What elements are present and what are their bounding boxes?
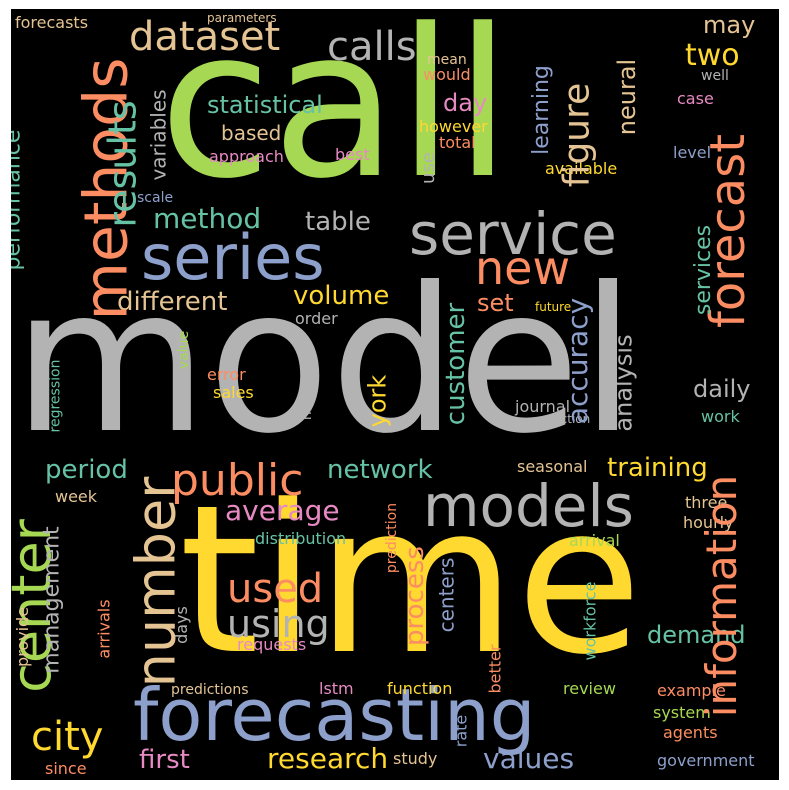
word-hourly: hourly xyxy=(683,513,734,532)
word-period: period xyxy=(45,455,128,485)
word-study: study xyxy=(393,749,438,768)
word-figure: figure xyxy=(556,82,598,188)
word-city: city xyxy=(31,714,104,760)
word-network: network xyxy=(327,455,433,485)
word-using: using xyxy=(227,602,330,646)
word-cloud: model call time forecasting service seri… xyxy=(11,9,779,780)
word-three: three xyxy=(685,493,728,512)
word-provide: provide xyxy=(13,606,33,668)
word-case: case xyxy=(677,89,714,108)
word-agents: agents xyxy=(663,723,718,742)
word-demand: demand xyxy=(647,621,746,649)
word-value: value xyxy=(176,330,193,370)
word-york: york xyxy=(363,374,392,428)
word-prediction: prediction xyxy=(384,502,401,574)
word-lstm: lstm xyxy=(319,679,354,698)
word-better: better xyxy=(485,644,505,694)
word-since: since xyxy=(45,759,87,778)
word-based: based xyxy=(221,121,282,145)
word-future: future xyxy=(535,300,572,314)
word-error: error xyxy=(207,365,246,384)
word-accuracy: accuracy xyxy=(561,297,595,425)
word-statistical: statistical xyxy=(207,91,323,119)
word-distribution: distribution xyxy=(255,529,347,548)
word-training: training xyxy=(607,453,708,483)
word-customer: customer xyxy=(441,302,472,426)
word-predictions: predictions xyxy=(171,682,249,698)
word-best: best xyxy=(335,145,370,164)
word-example: example xyxy=(657,681,726,700)
word-well: well xyxy=(701,68,729,84)
word-call: call xyxy=(159,9,512,224)
word-series: series xyxy=(141,221,325,294)
word-research: research xyxy=(267,742,389,775)
word-values: values xyxy=(483,742,575,775)
word-model: model xyxy=(13,245,636,478)
word-first: first xyxy=(139,745,190,775)
word-services: services xyxy=(691,224,717,316)
word-number: number xyxy=(124,476,188,688)
word-table: table xyxy=(305,207,371,237)
word-system: system xyxy=(653,703,711,722)
word-daily: daily xyxy=(693,375,751,403)
word-requests: requests xyxy=(237,635,307,654)
word-scale: scale xyxy=(137,190,174,206)
word-models: models xyxy=(423,472,634,540)
word-section: section xyxy=(547,412,591,426)
word-day: day xyxy=(443,89,488,117)
word-journal: journal xyxy=(515,397,571,416)
word-performance: performance xyxy=(11,129,26,271)
word-centers: centers xyxy=(434,557,459,633)
word-available: available xyxy=(545,159,618,178)
word-neural: neural xyxy=(613,58,642,136)
word-volume: volume xyxy=(293,281,390,311)
word-variables: variables xyxy=(146,89,171,181)
word-arrival: arrival xyxy=(569,531,620,550)
word-may: may xyxy=(703,11,756,39)
word-networks: networks xyxy=(299,355,316,421)
word-review: review xyxy=(563,679,616,698)
word-method: method xyxy=(153,202,262,235)
word-dataset: dataset xyxy=(129,14,281,60)
word-process: process xyxy=(399,546,430,646)
word-total: total xyxy=(439,133,476,152)
word-mean: mean xyxy=(427,52,467,68)
word-function: function xyxy=(387,679,453,698)
word-time: time xyxy=(179,462,643,700)
word-rate: rate xyxy=(451,714,471,748)
word-regression: regression xyxy=(47,359,64,433)
word-new: new xyxy=(475,241,571,295)
word-level: level xyxy=(673,143,712,162)
word-calls: calls xyxy=(327,24,417,70)
word-arrivals: arrivals xyxy=(94,599,114,659)
word-however: however xyxy=(419,117,488,136)
word-management: management xyxy=(39,526,65,674)
word-service: service xyxy=(409,200,617,268)
word-approach: approach xyxy=(209,147,284,166)
word-different: different xyxy=(117,287,228,317)
word-information: information xyxy=(697,474,747,718)
word-learning: learning xyxy=(528,65,554,155)
word-would: would xyxy=(423,65,471,84)
word-two: two xyxy=(685,38,740,73)
word-workforce: workforce xyxy=(580,581,600,661)
word-government: government xyxy=(657,751,755,770)
word-work: work xyxy=(701,407,740,426)
word-seasonal: seasonal xyxy=(517,457,588,476)
word-sales: sales xyxy=(213,383,254,402)
word-days: days xyxy=(171,606,191,644)
word-results: results xyxy=(100,100,145,228)
word-used: used xyxy=(227,566,324,612)
word-use: use xyxy=(417,152,439,184)
word-forecasting: forecasting xyxy=(133,673,536,757)
word-week: week xyxy=(55,487,98,506)
word-order: order xyxy=(295,309,338,328)
word-parameters: parameters xyxy=(207,11,277,25)
word-forecasts: forecasts xyxy=(15,13,89,32)
word-analysis: analysis xyxy=(609,334,638,432)
word-average: average xyxy=(225,494,340,527)
word-public: public xyxy=(171,455,304,506)
word-set: set xyxy=(477,289,514,317)
